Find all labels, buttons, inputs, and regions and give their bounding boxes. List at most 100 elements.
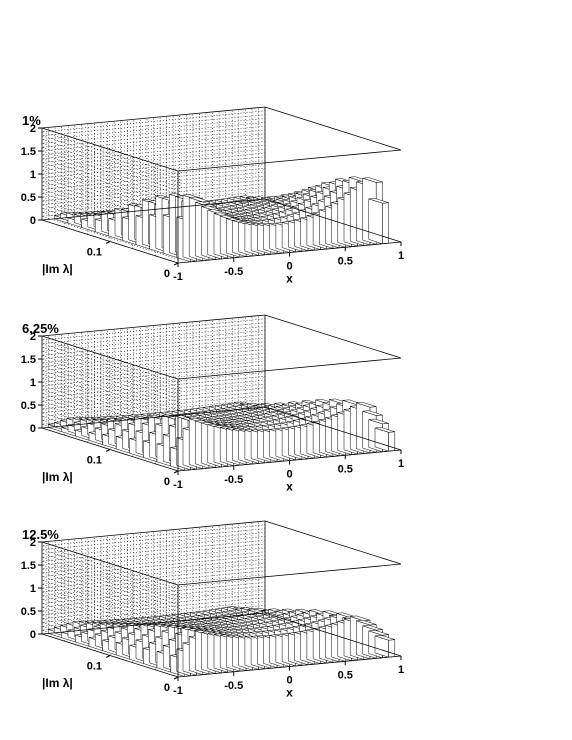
grid — [41, 107, 266, 260]
grid-line — [41, 566, 266, 632]
z-tick-label: 0.5 — [21, 192, 36, 204]
grid-line — [41, 555, 266, 620]
y-tick-mark — [105, 655, 111, 658]
panel-label: 12.5% — [22, 527, 59, 542]
y-tick-mark — [173, 676, 179, 680]
y-axis-title: |Im λ| — [42, 470, 73, 484]
grid-line — [41, 160, 266, 225]
grid-line — [41, 399, 266, 464]
grid-line — [41, 114, 266, 179]
grid — [41, 521, 266, 674]
bar-top — [374, 635, 395, 641]
grid-line — [41, 341, 266, 407]
bar-top — [350, 615, 371, 622]
z-tick-label: 0.5 — [21, 400, 36, 412]
z-tick-label: 1 — [30, 377, 36, 389]
z-tick-label: 0.5 — [21, 606, 36, 618]
bar-top — [356, 619, 377, 626]
grid-line — [41, 156, 266, 222]
bar-top — [362, 624, 383, 631]
y-tick-mark — [105, 241, 111, 244]
frame — [41, 520, 402, 678]
panel-2: 6.25% 0 0.5 1 1.5 2 -1 -0.5 0 0.5 1 0 0.1 x |Im λ| — [21, 314, 404, 494]
grid-line — [41, 152, 266, 218]
frame-edge — [41, 198, 266, 221]
grid-line — [41, 582, 266, 647]
grid-line — [41, 187, 266, 252]
panel-1: 1% 0 0.5 1 1.5 2 -1 -0.5 0 0.5 1 0 0.1 x |Im λ| — [21, 106, 404, 286]
bar-top — [368, 418, 389, 425]
grid-line — [41, 578, 266, 643]
grid-line — [41, 322, 266, 387]
y-tick-label: 0.1 — [87, 455, 102, 467]
x-axis-title: x — [286, 480, 293, 494]
bar-top — [374, 427, 395, 433]
frame — [41, 314, 402, 472]
x-tick-label: -0.5 — [224, 266, 243, 278]
z-tick-label: 1.5 — [21, 560, 36, 572]
frame-edge — [41, 106, 266, 129]
grid-line — [41, 129, 266, 195]
grid-line — [41, 601, 266, 666]
grid-line — [41, 395, 266, 460]
grid-line — [41, 175, 266, 241]
bar-top — [368, 630, 389, 636]
frame-edge — [41, 314, 266, 337]
bar-top — [201, 205, 222, 211]
y-tick-label: 0.1 — [87, 247, 102, 259]
grid-line — [41, 536, 266, 601]
grid-line — [41, 387, 266, 453]
z-tick-label: 1 — [30, 169, 36, 181]
grid-line — [41, 337, 266, 403]
frame-edge — [177, 149, 402, 172]
x-tick-label: -1 — [173, 685, 183, 697]
x-axis-title: x — [286, 686, 293, 700]
bars — [54, 176, 389, 263]
grid-line — [41, 559, 266, 624]
grid-line — [41, 345, 266, 410]
grid-line — [41, 376, 266, 441]
frame-edge — [264, 106, 402, 151]
bar-top — [189, 196, 210, 203]
grid-line — [41, 118, 266, 183]
grid-line — [41, 539, 266, 605]
grid-line — [41, 360, 266, 426]
grid-line — [41, 122, 266, 187]
grid-line — [41, 353, 266, 418]
grid-line — [41, 605, 266, 670]
grid-line — [41, 585, 266, 651]
x-tick-label: -0.5 — [224, 474, 243, 486]
bars — [47, 606, 396, 677]
frame-edge — [41, 520, 266, 543]
grid-line — [41, 547, 266, 613]
z-tick-label: 0 — [30, 629, 36, 641]
grid-line — [41, 570, 266, 636]
bars — [47, 398, 396, 471]
x-tick-label: 0.5 — [338, 463, 353, 475]
panel-3: 12.5% 0 0.5 1 1.5 2 -1 -0.5 0 0.5 1 0 0.1 x |Im λ| — [21, 520, 404, 700]
grid-line — [41, 597, 266, 662]
y-tick-mark — [105, 449, 111, 452]
bar-top — [195, 201, 216, 207]
x-tick-label: -0.5 — [224, 680, 243, 692]
grid-line — [41, 391, 266, 456]
frame-edge — [264, 612, 402, 657]
bar-top — [356, 402, 377, 408]
grid-line — [41, 148, 266, 214]
z-tick-label: 1 — [30, 583, 36, 595]
x-tick-label: 1 — [398, 664, 404, 676]
grid-line — [41, 125, 266, 191]
y-tick-label: 0 — [164, 476, 170, 488]
grid-line — [41, 593, 266, 659]
grid-line — [41, 562, 266, 628]
x-tick-label: 1 — [398, 458, 404, 470]
frame-edge — [264, 314, 402, 359]
frame-edge — [264, 198, 402, 243]
y-tick-label: 0 — [164, 268, 170, 280]
bar-front — [388, 639, 396, 658]
y-tick-mark — [173, 262, 179, 266]
grid-line — [41, 532, 266, 597]
x-tick-label: 1 — [398, 250, 404, 262]
z-tick-label: 2 — [30, 331, 36, 343]
frame-edge — [264, 406, 402, 451]
